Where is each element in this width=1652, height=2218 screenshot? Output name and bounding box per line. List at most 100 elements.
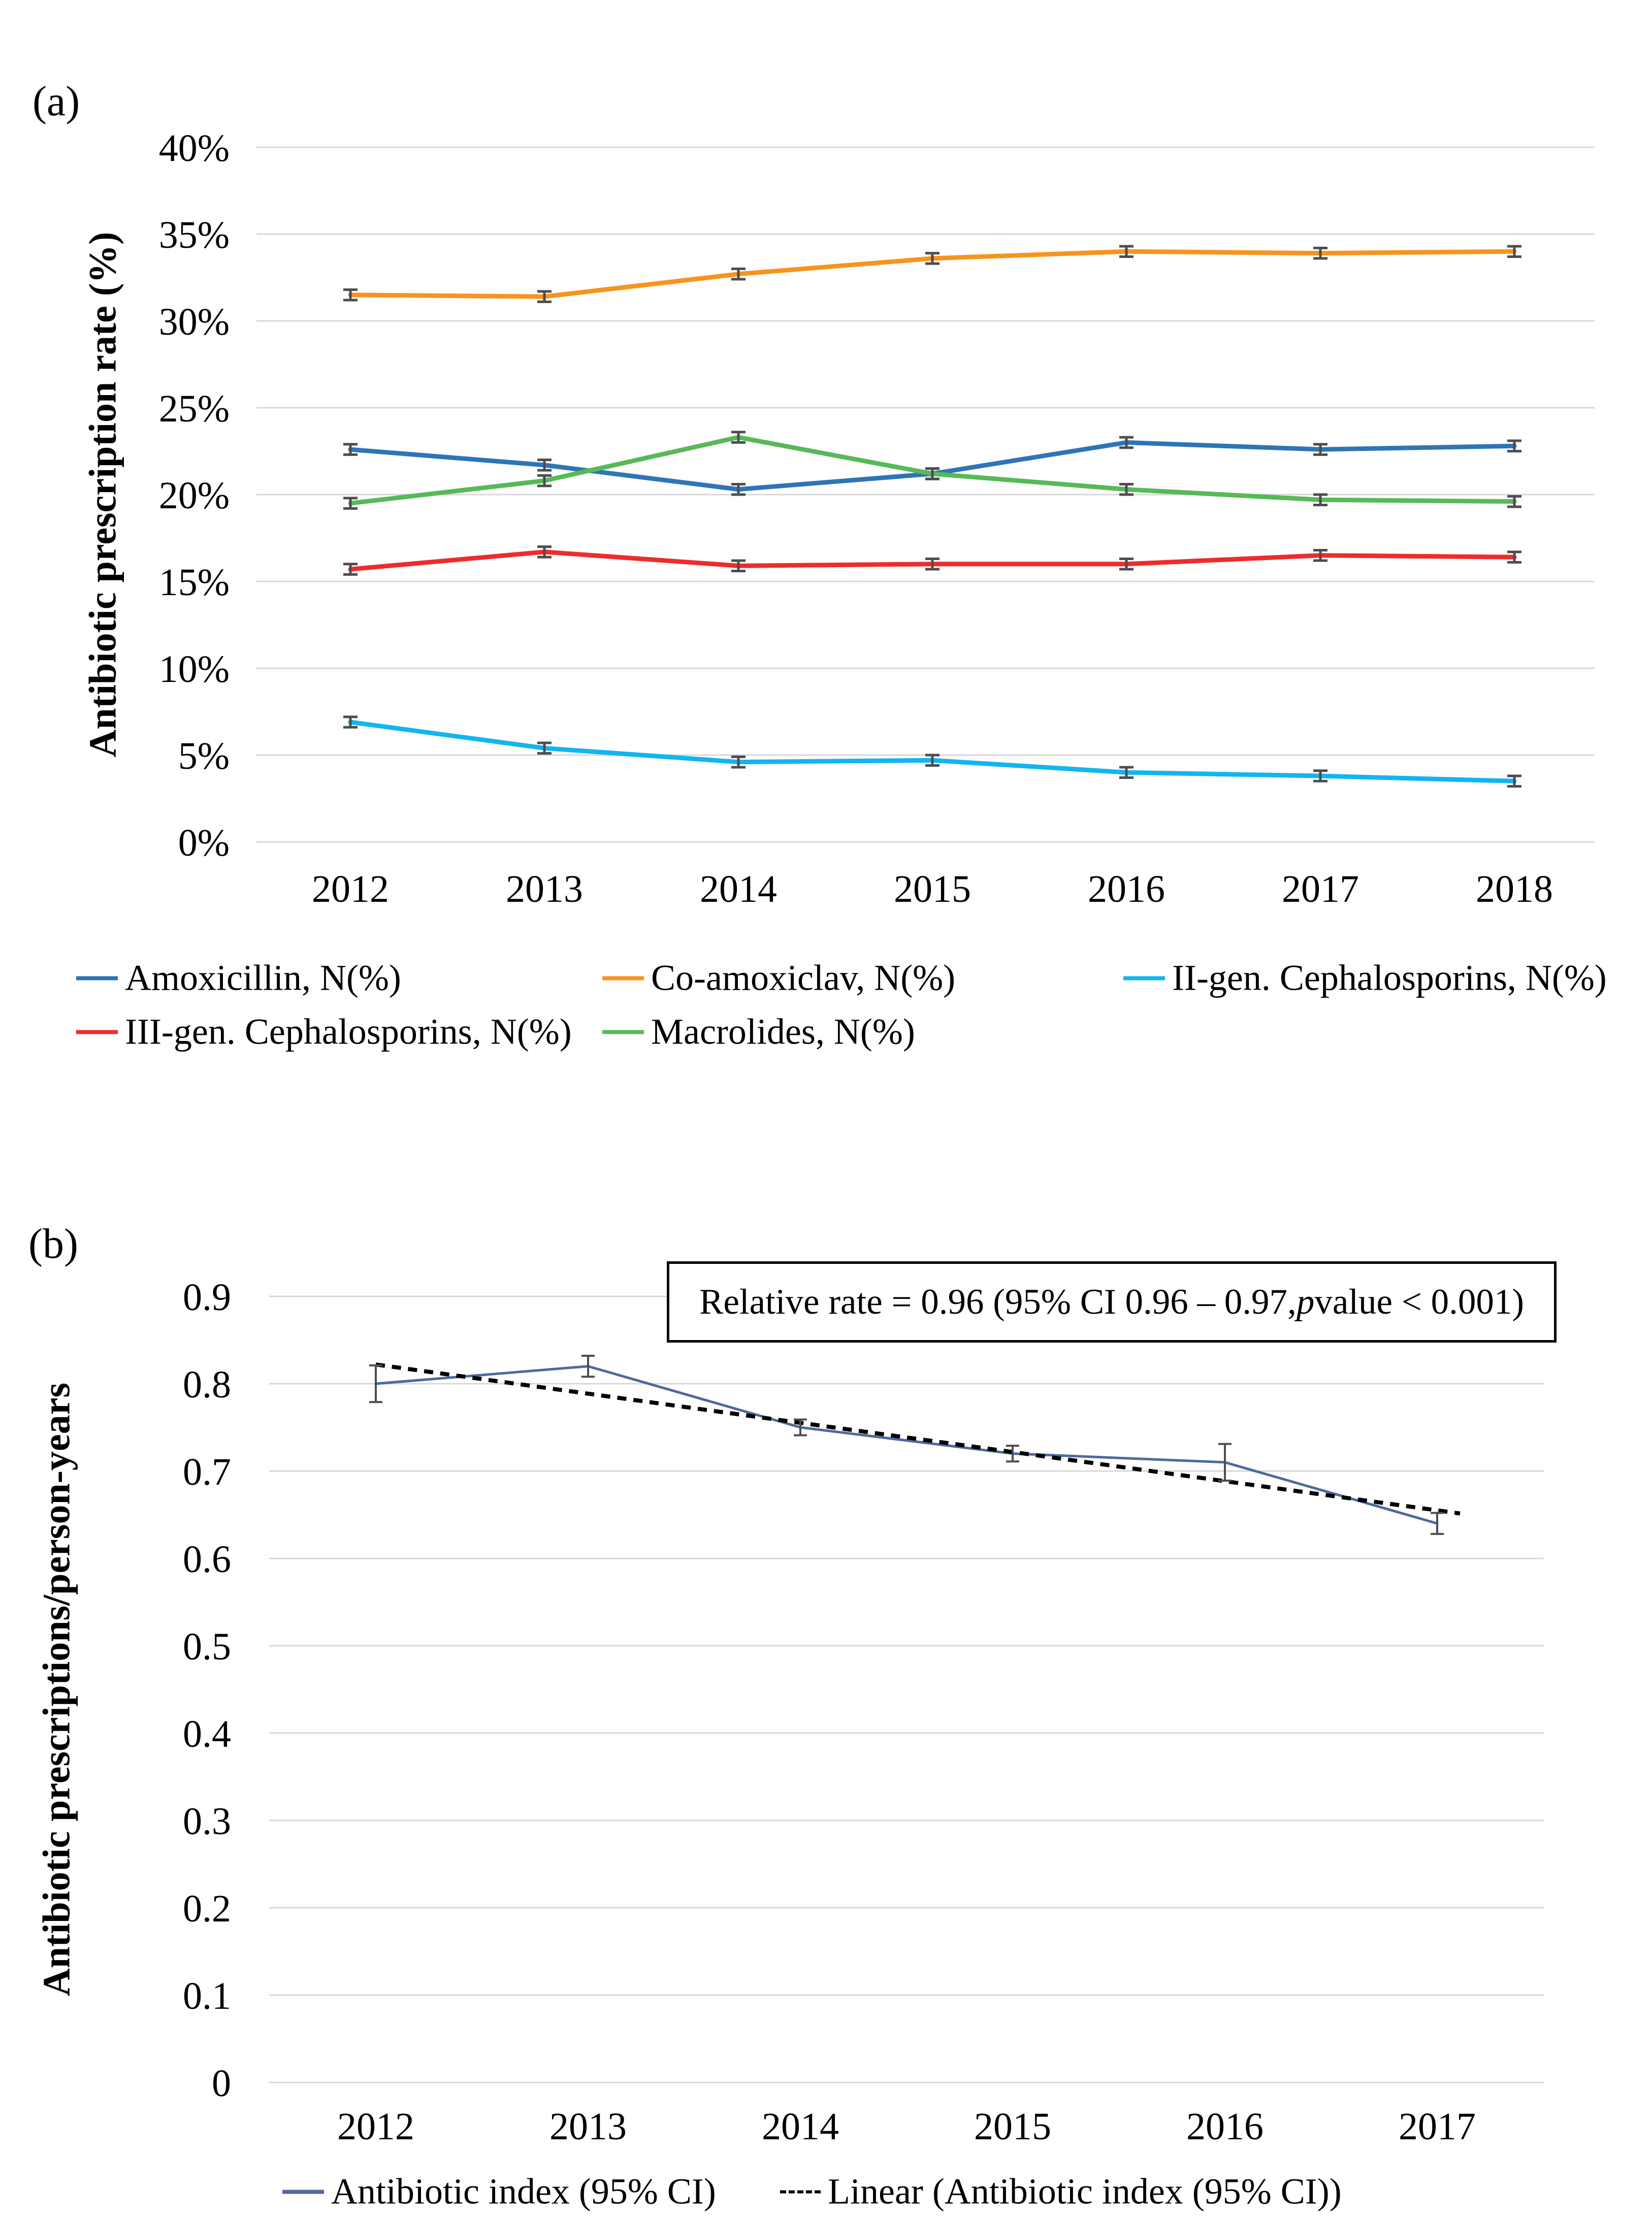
panel-a-error-bar <box>537 545 552 559</box>
panel-a-error-bar <box>343 715 358 729</box>
panel-a-error-bar <box>1119 766 1133 779</box>
panel-b-trendline <box>375 1362 1461 1516</box>
panel-a-x-tick-label: 2016 <box>1088 868 1165 910</box>
panel-a-y-tick-label: 0% <box>178 822 230 864</box>
panel-b-error-bar <box>1006 1445 1019 1463</box>
panel-b-x-tick-label: 2016 <box>1186 2105 1264 2148</box>
legend-label: Linear (Antibiotic index (95% CI)) <box>828 2171 1342 2212</box>
panel-b-error-bar <box>581 1354 595 1378</box>
panel-a-error-bar <box>731 559 746 572</box>
panel-b-x-tick-label: 2017 <box>1399 2105 1476 2148</box>
panel-a-error-bar <box>731 482 746 496</box>
panel-a-error-bar <box>1119 245 1133 258</box>
panel-a-x-tick-label: 2014 <box>700 868 777 910</box>
panel-a-y-tick-label: 5% <box>178 735 230 777</box>
panel-a-error-bar <box>1507 245 1521 258</box>
panel-a-error-bar <box>1119 482 1133 496</box>
panel-b-series-line <box>374 1365 1439 1525</box>
panel-a-y-tick-label: 10% <box>159 648 230 691</box>
panel-a-y-tick-label: 40% <box>159 127 230 170</box>
panel-a-error-bar <box>343 288 358 302</box>
panel-b-x-tick-label: 2014 <box>762 2105 839 2148</box>
panel-b-label: (b) <box>28 1220 78 1267</box>
panel-b-y-tick-label: 0.8 <box>183 1363 231 1406</box>
panel-a-error-bar <box>925 754 940 767</box>
legend-line-swatch <box>76 1030 118 1034</box>
panel-a-y-tick-label: 25% <box>159 387 230 430</box>
panel-a-error-bar <box>1507 439 1521 452</box>
panel-a-y-tick-label: 15% <box>159 561 230 604</box>
panel-a-y-tick-label: 30% <box>159 301 230 343</box>
panel-a-error-bar <box>1313 493 1327 507</box>
panel-a-error-bar <box>343 497 358 510</box>
panel-a-error-bar <box>731 431 746 444</box>
legend-label: III-gen. Cephalosporins, N(%) <box>125 1011 572 1052</box>
legend-line-swatch <box>602 1030 644 1034</box>
panel-b-y-tick-label: 0.5 <box>183 1625 231 1668</box>
panel-a-error-bar <box>925 252 940 265</box>
panel-a-y-tick-label: 20% <box>159 474 230 517</box>
panel-a-x-tick-label: 2015 <box>894 868 971 910</box>
legend-label: Antibiotic index (95% CI) <box>331 2171 716 2212</box>
panel-b-y-tick-label: 0.2 <box>183 1887 231 1930</box>
panel-a-error-bar <box>537 741 552 755</box>
panel-b-y-tick-label: 0.4 <box>183 1713 231 1755</box>
panel-b-y-tick-label: 0 <box>212 2062 231 2105</box>
annotation-text-suffix: value < 0.001) <box>1314 1282 1524 1322</box>
panel-a-error-bar <box>925 467 940 480</box>
panel-a-error-bar <box>537 290 552 303</box>
panel-a-legend-item: Co-amoxiclav, N(%) <box>602 957 955 999</box>
panel-a-legend-item: II-gen. Cephalosporins, N(%) <box>1123 957 1607 999</box>
panel-b-y-tick-label: 0.3 <box>183 1800 231 1843</box>
panel-a-legend-item: Macrolides, N(%) <box>602 1011 915 1053</box>
legend-line-swatch <box>780 2190 821 2193</box>
panel-b-x-tick-label: 2013 <box>549 2105 627 2148</box>
panel-a-error-bar <box>1507 495 1521 508</box>
panel-a-y-tick-label: 35% <box>159 214 230 256</box>
panel-b-error-bar <box>1431 1512 1444 1535</box>
panel-a-error-bar <box>925 558 940 571</box>
panel-b-legend-item: Antibiotic index (95% CI) <box>282 2171 716 2213</box>
panel-a-error-bar <box>1119 436 1133 449</box>
legend-label: Co-amoxiclav, N(%) <box>651 957 956 998</box>
relative-rate-annotation: Relative rate = 0.96 (95% CI 0.96 – 0.97… <box>667 1261 1557 1343</box>
panel-b-x-tick-label: 2015 <box>974 2105 1051 2148</box>
panel-a-error-bar <box>343 563 358 576</box>
panel-a-x-tick-label: 2018 <box>1476 868 1553 910</box>
legend-line-swatch <box>76 976 118 980</box>
panel-b-y-tick-label: 0.9 <box>183 1276 231 1319</box>
panel-a-error-bar <box>731 755 746 769</box>
panel-b-y-axis-title: Antibiotic prescriptions/person-years <box>35 1382 78 1997</box>
panel-a-x-tick-label: 2017 <box>1282 868 1359 910</box>
panel-b-error-bar <box>794 1418 807 1437</box>
legend-line-swatch <box>1123 976 1165 980</box>
panel-a-error-bar <box>1313 769 1327 782</box>
panel-a-legend-item: III-gen. Cephalosporins, N(%) <box>76 1011 572 1053</box>
panel-b-x-tick-label: 2012 <box>337 2105 414 2148</box>
legend-line-swatch <box>602 976 644 980</box>
panel-a-error-bar <box>1507 550 1521 564</box>
annotation-text-p: p <box>1296 1282 1315 1322</box>
panel-b-legend-item: Linear (Antibiotic index (95% CI)) <box>780 2171 1342 2213</box>
panel-a-error-bar <box>1313 246 1327 260</box>
panel-a-error-bar <box>1313 548 1327 562</box>
legend-label: Macrolides, N(%) <box>651 1011 915 1052</box>
panel-a-x-tick-label: 2013 <box>506 868 583 910</box>
panel-b-error-bar <box>1218 1443 1232 1482</box>
panel-a-label: (a) <box>33 78 80 125</box>
panel-b-y-tick-label: 0.7 <box>183 1451 231 1493</box>
panel-a-error-bar <box>1119 558 1133 571</box>
panel-a-error-bar <box>537 459 552 472</box>
legend-label: II-gen. Cephalosporins, N(%) <box>1172 957 1607 998</box>
legend-label: Amoxicillin, N(%) <box>125 957 401 998</box>
panel-b-y-tick-label: 0.6 <box>183 1538 231 1581</box>
panel-a-series-line <box>348 720 1517 784</box>
legend-line-swatch <box>282 2190 324 2194</box>
panel-a-error-bar <box>1507 774 1521 788</box>
panel-b-error-bar <box>369 1364 382 1404</box>
panel-a-x-tick-label: 2012 <box>312 868 389 910</box>
panel-b-y-tick-label: 0.1 <box>183 1975 231 2017</box>
panel-a-error-bar <box>731 267 746 281</box>
panel-a-error-bar <box>343 443 358 456</box>
